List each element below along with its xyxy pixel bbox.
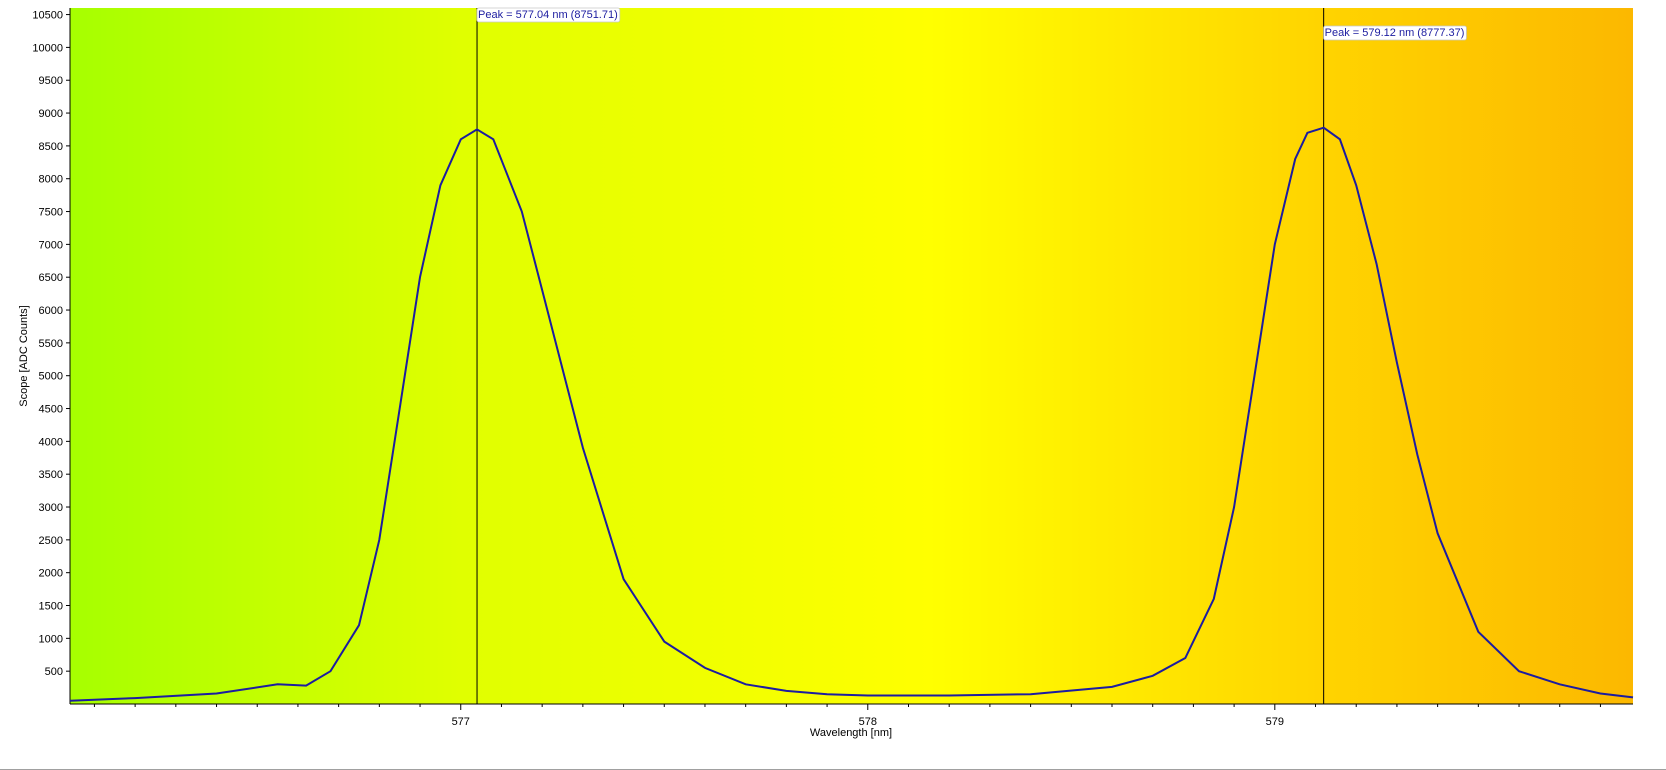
y-tick-label: 2000 [39,568,63,580]
x-axis-ticks: 577 578 579 [93,704,1601,728]
x-tick-label: 577 [452,716,470,728]
y-tick-label: 2500 [39,535,63,547]
y-tick-label: 5000 [39,371,63,383]
plot-background [70,8,1633,704]
y-tick-label: 6500 [39,272,63,284]
y-tick-label: 7000 [39,239,63,251]
peak-annotation-box [1323,25,1467,41]
y-tick-label: 8000 [39,174,63,186]
y-tick-label: 8500 [39,141,63,153]
y-tick-label: 6000 [39,305,63,317]
y-tick-label: 10000 [32,42,63,54]
y-tick-label: 3000 [39,502,63,514]
y-tick-label: 3500 [39,469,63,481]
x-axis-label: Wavelength [nm] [810,727,892,739]
y-tick-label: 5500 [39,338,63,350]
x-tick-label: 579 [1266,716,1284,728]
y-tick-label: 500 [45,666,63,678]
y-axis-ticks: 500 1000 1500 2000 2500 3000 3500 4000 4500 5000 5… [32,10,70,678]
peak-annotation-label: Peak = 577.04 nm (8751.71) [478,9,618,21]
y-tick-label: 1500 [39,601,63,613]
y-tick-label: 7500 [39,207,63,219]
y-tick-label: 10500 [32,10,63,22]
peak-annotation-label: Peak = 579.12 nm (8777.37) [1325,27,1465,39]
y-tick-label: 1000 [39,633,63,645]
y-tick-label: 9000 [39,108,63,120]
peak-markers: Peak = 577.04 nm (8751.71) Peak = 579.12 … [476,7,1467,704]
y-tick-label: 9500 [39,75,63,87]
peak-annotation-box [476,7,621,23]
y-tick-label: 4500 [39,404,63,416]
y-axis-label: Scope [ADC Counts] [18,305,30,407]
y-tick-label: 4000 [39,436,63,448]
x-tick-label: 578 [859,716,877,728]
spectrum-series-line [69,126,1634,702]
